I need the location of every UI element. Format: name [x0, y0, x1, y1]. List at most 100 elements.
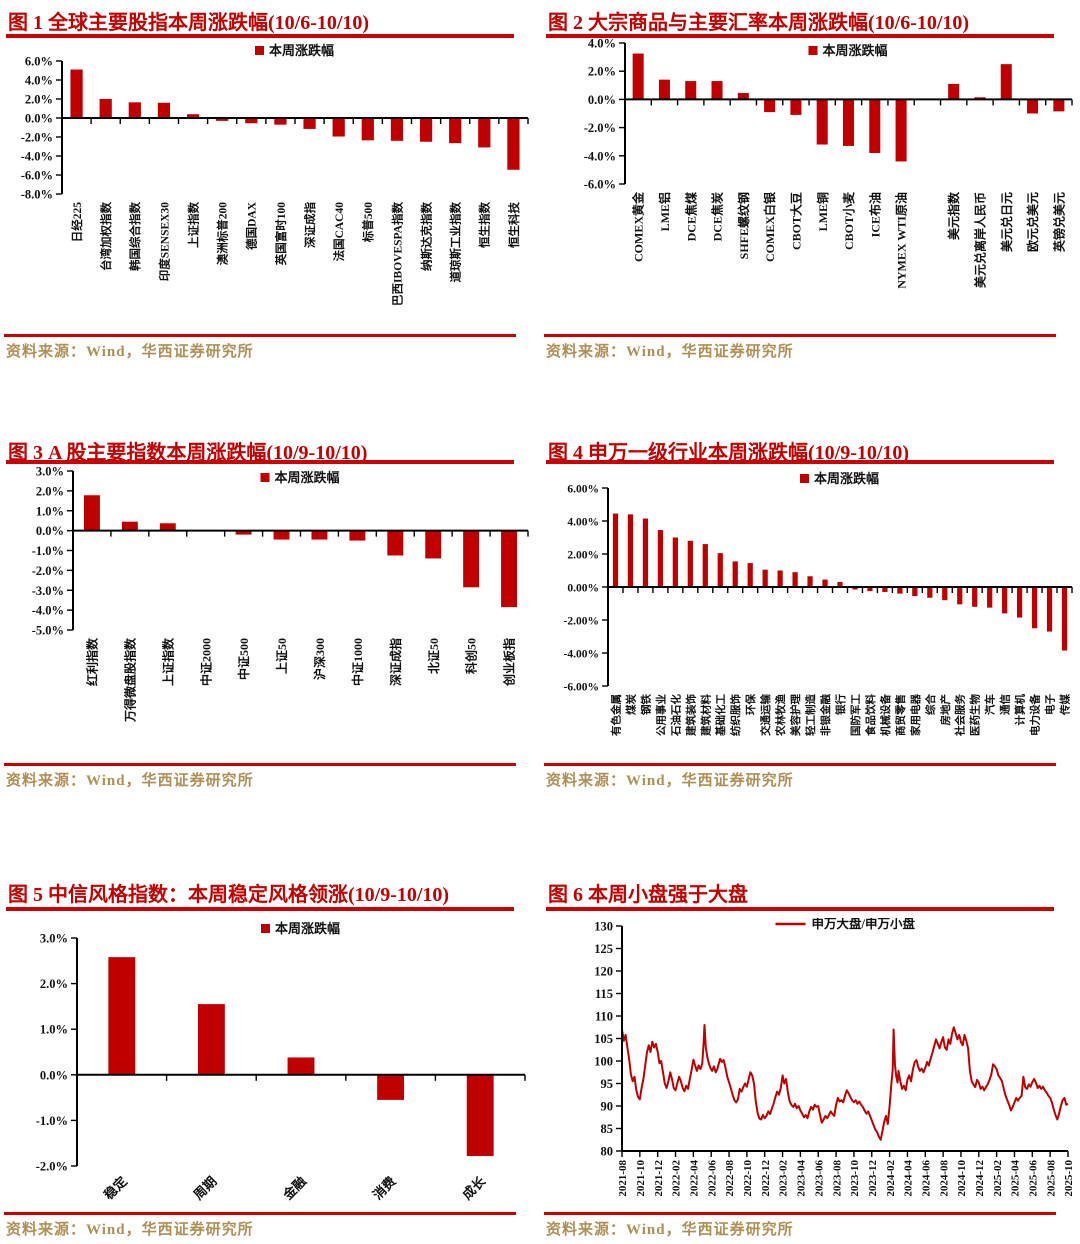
- svg-text:-4.00%: -4.00%: [564, 649, 599, 661]
- svg-text:道琼斯工业指数: 道琼斯工业指数: [449, 202, 463, 283]
- figure-1-source: 资料来源：Wind，华西证券研究所: [6, 344, 254, 360]
- figure-2-title: 图 2 大宗商品与主要汇率本周涨跌幅(10/6-10/10): [548, 12, 970, 34]
- svg-text:上证指数: 上证指数: [160, 637, 175, 686]
- svg-text:机械设备: 机械设备: [879, 694, 892, 736]
- svg-text:美元兑离岸人民币: 美元兑离岸人民币: [973, 192, 988, 288]
- svg-text:LME铜: LME铜: [815, 192, 830, 231]
- svg-text:CBOT大豆: CBOT大豆: [788, 192, 803, 250]
- svg-text:-6.00%: -6.00%: [564, 682, 599, 694]
- svg-text:中证2000: 中证2000: [198, 638, 213, 686]
- svg-text:DCE焦煤: DCE焦煤: [683, 192, 698, 241]
- svg-text:英镑兑美元: 英镑兑美元: [1051, 192, 1066, 252]
- figure-1-bottom-rule: [4, 334, 516, 337]
- svg-text:美容护理: 美容护理: [789, 694, 802, 736]
- svg-text:2024-08: 2024-08: [938, 1160, 950, 1197]
- svg-text:本周涨跌幅: 本周涨跌幅: [823, 43, 888, 58]
- svg-text:2.00%: 2.00%: [567, 550, 599, 562]
- svg-text:4.00%: 4.00%: [567, 517, 599, 529]
- svg-text:2024-04: 2024-04: [903, 1160, 915, 1197]
- svg-text:医药生物: 医药生物: [969, 694, 982, 736]
- svg-text:台湾加权指数: 台湾加权指数: [99, 202, 113, 271]
- svg-text:成长: 成长: [459, 1173, 489, 1203]
- svg-text:100: 100: [594, 1055, 613, 1069]
- svg-text:0.0%: 0.0%: [40, 1068, 68, 1082]
- figure-4-source: 资料来源：Wind，华西证券研究所: [546, 773, 794, 789]
- figure-5-chart: 稳定 周期 金融 消费 成长 3.0% 2.0% 1.0% 0.0% -1.0% -2.0% 本周涨跌…: [36, 921, 526, 1203]
- svg-text:美元指数: 美元指数: [946, 191, 961, 240]
- svg-text:稳定: 稳定: [101, 1174, 130, 1203]
- svg-text:周期: 周期: [191, 1174, 220, 1203]
- svg-text:2023-04: 2023-04: [796, 1160, 808, 1197]
- svg-text:德国DAX: 德国DAX: [245, 201, 259, 251]
- svg-text:2022-10: 2022-10: [742, 1160, 754, 1197]
- svg-text:-2.0%: -2.0%: [32, 564, 64, 578]
- svg-text:本周涨跌幅: 本周涨跌幅: [814, 471, 879, 486]
- svg-text:85: 85: [601, 1122, 614, 1136]
- svg-text:-4.0%: -4.0%: [21, 150, 53, 164]
- svg-text:-1.0%: -1.0%: [32, 544, 64, 558]
- svg-text:综合: 综合: [924, 694, 937, 715]
- svg-text:日经225: 日经225: [70, 202, 84, 242]
- figure-6-source: 资料来源：Wind，华西证券研究所: [546, 1222, 794, 1238]
- svg-text:2024-02: 2024-02: [885, 1160, 897, 1197]
- figure-2-chart: COMEX黄金 LME铝 DCE焦煤 DCE焦炭 SHFE螺纹钢 COMEX白银 CBOT大…: [584, 37, 1073, 289]
- svg-text:上证50: 上证50: [274, 638, 289, 674]
- svg-text:传媒: 传媒: [1059, 694, 1072, 716]
- svg-text:-3.0%: -3.0%: [32, 584, 64, 598]
- figure-4-bottom-rule: [544, 763, 1056, 766]
- svg-text:环保: 环保: [744, 694, 757, 715]
- svg-text:2021-10: 2021-10: [635, 1160, 647, 1197]
- figure-3-bottom-rule: [4, 763, 516, 766]
- svg-text:2023-12: 2023-12: [867, 1160, 879, 1197]
- svg-text:120: 120: [594, 965, 613, 979]
- svg-text:非银金融: 非银金融: [819, 694, 832, 736]
- svg-text:2025-10: 2025-10: [1063, 1160, 1075, 1197]
- svg-text:-6.0%: -6.0%: [584, 178, 616, 192]
- figure-4-chart: 有色金属 煤炭 钢铁 公用事业 石油石化 建筑装饰 建筑材料 基础化工 纺织服饰 环保 交通运输 农林…: [564, 471, 1073, 737]
- figure-3-chart: 红利指数 万得微盘股指数 上证指数 中证2000 中证500 上证50 沪深300 中证100…: [32, 466, 529, 723]
- svg-text:韩国综合指数: 韩国综合指数: [128, 202, 142, 271]
- svg-text:本周涨跌幅: 本周涨跌幅: [275, 921, 340, 936]
- svg-text:2025-06: 2025-06: [1028, 1160, 1040, 1197]
- svg-text:家用电器: 家用电器: [909, 694, 922, 736]
- figure-6-chart: 2021-08 2021-10 2021-12 2022-02 2022-04 2022-…: [594, 918, 1075, 1197]
- svg-text:2.0%: 2.0%: [25, 93, 53, 107]
- svg-text:6.0%: 6.0%: [25, 55, 53, 69]
- svg-text:1.0%: 1.0%: [36, 504, 64, 518]
- svg-text:2023-06: 2023-06: [813, 1160, 825, 1197]
- svg-text:-2.0%: -2.0%: [584, 121, 616, 135]
- svg-text:2022-02: 2022-02: [671, 1160, 683, 1197]
- svg-text:2025-02: 2025-02: [992, 1160, 1004, 1197]
- svg-text:0.00%: 0.00%: [567, 583, 599, 595]
- svg-text:电子: 电子: [1044, 694, 1057, 715]
- svg-text:消费: 消费: [370, 1174, 399, 1203]
- svg-text:农林牧渔: 农林牧渔: [774, 694, 787, 737]
- svg-text:深证成指: 深证成指: [303, 202, 317, 248]
- svg-text:2022-04: 2022-04: [689, 1160, 701, 1197]
- figure-1-title: 图 1 全球主要股指本周涨跌幅(10/6-10/10): [8, 12, 370, 34]
- svg-text:沪深300: 沪深300: [312, 638, 327, 680]
- figure-3-title: 图 3 A 股主要指数本周涨跌幅(10/9-10/10): [8, 442, 368, 464]
- svg-text:红利指数: 红利指数: [85, 637, 100, 686]
- figure-4-title-rule: [546, 460, 1054, 464]
- figure-2-title-rule: [546, 34, 1054, 38]
- svg-text:本周涨跌幅: 本周涨跌幅: [269, 43, 334, 58]
- svg-text:-2.00%: -2.00%: [564, 616, 599, 628]
- svg-text:0.0%: 0.0%: [36, 524, 64, 538]
- svg-text:国防军工: 国防军工: [849, 694, 862, 736]
- svg-text:食品饮料: 食品饮料: [864, 694, 877, 737]
- svg-text:3.0%: 3.0%: [36, 466, 64, 479]
- figure-2-bottom-rule: [544, 334, 1056, 337]
- svg-text:95: 95: [601, 1077, 614, 1091]
- svg-text:-2.0%: -2.0%: [21, 131, 53, 145]
- svg-text:电力设备: 电力设备: [1029, 694, 1042, 736]
- figure-5-title-rule: [6, 907, 514, 911]
- svg-text:恒生指数: 恒生指数: [478, 202, 492, 248]
- svg-text:ICE布油: ICE布油: [867, 192, 882, 237]
- svg-text:交通运输: 交通运输: [759, 694, 772, 736]
- svg-text:2.0%: 2.0%: [40, 977, 68, 991]
- svg-text:2023-10: 2023-10: [849, 1160, 861, 1197]
- svg-text:2025-04: 2025-04: [1010, 1160, 1022, 1197]
- svg-text:2024-06: 2024-06: [920, 1160, 932, 1197]
